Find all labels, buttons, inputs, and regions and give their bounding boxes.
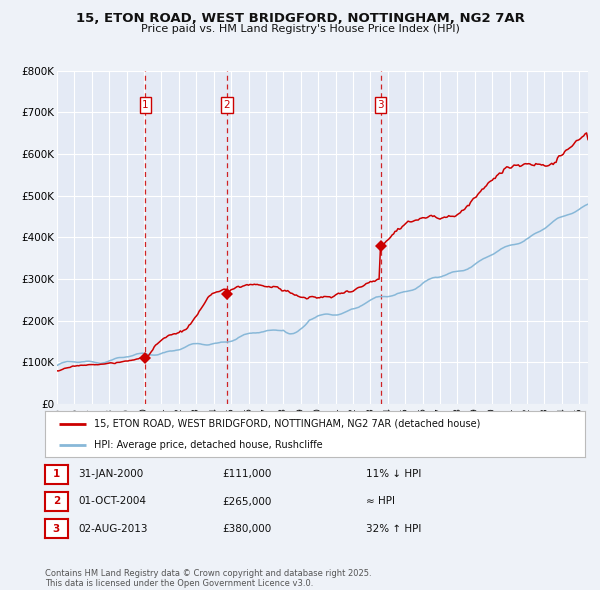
Text: 2: 2 (223, 100, 230, 110)
Text: 3: 3 (53, 524, 60, 533)
Text: 11% ↓ HPI: 11% ↓ HPI (366, 470, 421, 479)
Text: 1: 1 (53, 470, 60, 479)
Text: Price paid vs. HM Land Registry's House Price Index (HPI): Price paid vs. HM Land Registry's House … (140, 24, 460, 34)
Text: 2: 2 (53, 497, 60, 506)
Text: 32% ↑ HPI: 32% ↑ HPI (366, 524, 421, 533)
Text: 1: 1 (142, 100, 149, 110)
Text: HPI: Average price, detached house, Rushcliffe: HPI: Average price, detached house, Rush… (94, 440, 322, 450)
Text: Contains HM Land Registry data © Crown copyright and database right 2025.
This d: Contains HM Land Registry data © Crown c… (45, 569, 371, 588)
Text: 01-OCT-2004: 01-OCT-2004 (78, 497, 146, 506)
Text: 31-JAN-2000: 31-JAN-2000 (78, 470, 143, 479)
Text: £111,000: £111,000 (222, 470, 271, 479)
Text: 15, ETON ROAD, WEST BRIDGFORD, NOTTINGHAM, NG2 7AR (detached house): 15, ETON ROAD, WEST BRIDGFORD, NOTTINGHA… (94, 419, 480, 429)
Text: 3: 3 (377, 100, 384, 110)
Text: 15, ETON ROAD, WEST BRIDGFORD, NOTTINGHAM, NG2 7AR: 15, ETON ROAD, WEST BRIDGFORD, NOTTINGHA… (76, 12, 524, 25)
Text: 02-AUG-2013: 02-AUG-2013 (78, 524, 148, 533)
Text: £265,000: £265,000 (222, 497, 271, 506)
Text: ≈ HPI: ≈ HPI (366, 497, 395, 506)
Text: £380,000: £380,000 (222, 524, 271, 533)
